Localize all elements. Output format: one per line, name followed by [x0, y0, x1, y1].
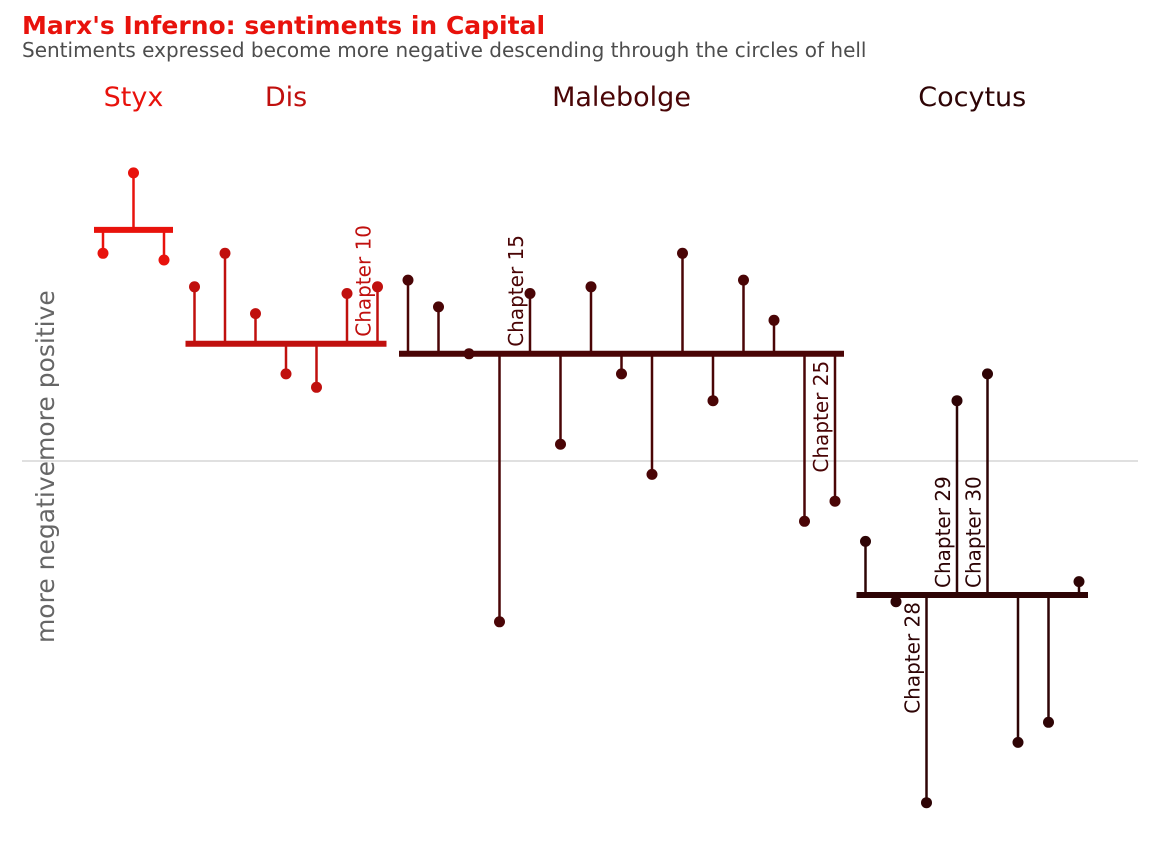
point-chapter-24	[799, 515, 810, 527]
point-chapter-28	[921, 797, 932, 809]
point-chapter-23	[768, 314, 780, 326]
point-chapter-8	[311, 381, 322, 393]
point-chapter-18	[616, 368, 627, 380]
point-chapter-4	[189, 281, 200, 293]
point-chapter-32	[1043, 716, 1054, 728]
point-chapter-29	[951, 395, 963, 407]
annotation-chapter-25: Chapter 25	[809, 361, 833, 473]
point-chapter-33	[1073, 576, 1085, 588]
point-chapter-10	[372, 281, 383, 293]
point-chapter-6	[250, 308, 261, 320]
y-axis-label-negative: more negative	[31, 461, 60, 643]
point-chapter-5	[219, 247, 231, 259]
group-label-cocytus: Cocytus	[918, 82, 1026, 113]
chart-subtitle: Sentiments expressed become more negativ…	[22, 38, 867, 62]
annotation-chapter-29: Chapter 29	[931, 476, 955, 588]
annotation-chapter-28: Chapter 28	[901, 602, 925, 714]
point-chapter-16	[555, 438, 566, 450]
point-chapter-7	[280, 368, 292, 380]
chart-marks: Styx Dis Chapter 10 Malebolge Chapter 15 Chap…	[94, 82, 1088, 809]
y-axis-label-positive: more positive	[31, 290, 60, 461]
point-chapter-21	[707, 395, 719, 407]
point-chapter-2	[128, 167, 139, 179]
point-chapter-27	[890, 596, 902, 608]
point-chapter-22	[738, 274, 749, 286]
group-label-dis: Dis	[265, 82, 307, 113]
point-chapter-17	[585, 281, 597, 293]
point-chapter-3	[158, 254, 170, 266]
point-chapter-14	[494, 616, 505, 628]
group-label-styx: Styx	[104, 82, 164, 113]
point-chapter-20	[677, 247, 688, 259]
point-chapter-30	[982, 368, 993, 380]
point-chapter-19	[646, 468, 658, 480]
point-chapter-1	[97, 247, 109, 259]
point-chapter-25	[829, 495, 841, 507]
point-chapter-12	[433, 301, 444, 313]
point-chapter-26	[860, 535, 871, 547]
point-chapter-11	[402, 274, 414, 286]
annotation-chapter-10: Chapter 10	[352, 225, 376, 337]
point-chapter-9	[341, 288, 353, 299]
group-label-malebolge: Malebolge	[552, 82, 691, 113]
annotation-chapter-30: Chapter 30	[962, 476, 986, 588]
point-chapter-31	[1012, 736, 1024, 748]
chart-title: Marx's Inferno: sentiments in Capital	[22, 11, 546, 40]
annotation-chapter-15: Chapter 15	[504, 235, 528, 347]
point-chapter-15	[524, 288, 536, 299]
